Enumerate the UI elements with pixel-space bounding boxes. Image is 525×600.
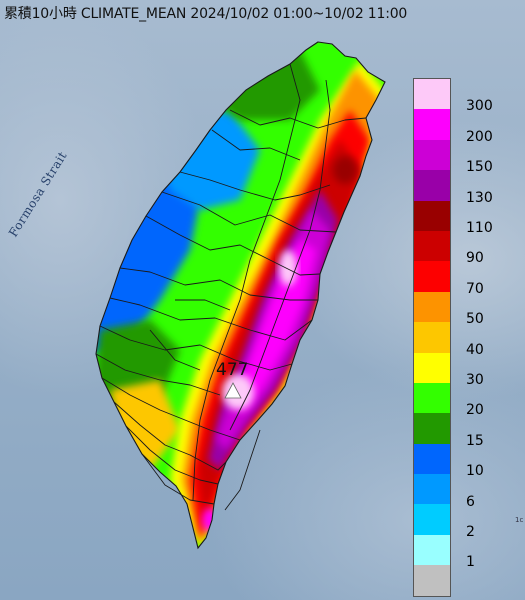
legend-label: 30 — [466, 372, 484, 388]
legend-label: 150 — [466, 159, 493, 176]
legend-label: 15 — [466, 432, 484, 449]
legend-swatch — [414, 504, 450, 535]
legend-label: 10 — [466, 463, 484, 480]
max-rainfall-value: 477 — [216, 360, 249, 380]
legend-label: 1 — [466, 554, 475, 571]
rainfall-legend — [413, 78, 451, 597]
county-boundaries — [95, 63, 367, 511]
legend-swatch — [414, 170, 450, 201]
legend-label: 70 — [466, 280, 484, 297]
legend-swatch — [414, 109, 450, 140]
legend-label: 110 — [466, 220, 493, 236]
legend-swatch — [414, 79, 450, 110]
legend-label: 20 — [466, 402, 484, 419]
legend-swatch — [414, 322, 450, 353]
corner-mark: 1c — [515, 516, 524, 524]
map-title: 累積10小時 CLIMATE_MEAN 2024/10/02 01:00~10/… — [4, 6, 408, 22]
legend-swatch — [414, 291, 450, 323]
legend-swatch — [414, 382, 450, 414]
legend-label: 6 — [466, 493, 475, 510]
legend-label: 130 — [466, 189, 493, 206]
max-rainfall-marker-icon — [224, 382, 242, 399]
legend-swatch — [414, 200, 450, 231]
legend-swatch — [414, 261, 450, 292]
legend-swatch — [414, 413, 450, 444]
legend-swatch — [414, 230, 450, 262]
legend-swatch — [414, 443, 450, 475]
legend-swatch — [414, 139, 450, 171]
legend-label: 90 — [466, 250, 484, 267]
legend-label: 2 — [466, 524, 475, 540]
legend-label: 300 — [466, 98, 493, 115]
legend-swatch — [414, 474, 450, 505]
legend-label: 50 — [466, 311, 484, 328]
legend-swatch — [414, 534, 450, 566]
legend-swatch — [414, 352, 450, 383]
legend-swatch — [414, 565, 450, 596]
legend-label: 40 — [466, 341, 484, 358]
legend-label: 200 — [466, 128, 493, 145]
